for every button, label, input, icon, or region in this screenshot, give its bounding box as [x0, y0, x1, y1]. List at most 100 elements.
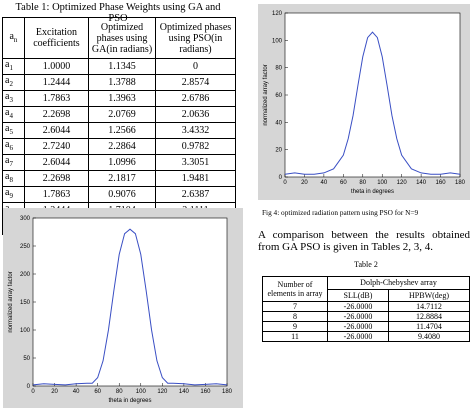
- cell: 1.7863: [23, 90, 90, 107]
- cell: a3: [2, 90, 25, 107]
- subscript: 8: [9, 176, 13, 184]
- cell: 0: [154, 58, 237, 75]
- row: a2 1.2444 1.3788 2.8574: [2, 74, 237, 91]
- x-tick-label: 20: [51, 389, 58, 395]
- x-axis-label: theta in degrees: [351, 189, 394, 195]
- cell: 2.0636: [154, 106, 237, 123]
- line: [284, 31, 461, 175]
- row: a1 1.0000 1.1345 0: [2, 58, 237, 75]
- cell: 12.8884: [388, 311, 470, 322]
- table: an Excitation coefficients Optimized phase…: [2, 17, 237, 235]
- table: Number of elements in array Dolph-Chebysh…: [262, 276, 470, 342]
- x-tick-label: 40: [321, 180, 328, 186]
- x-tick-label: 120: [397, 180, 408, 186]
- header-row: Number of elements in array Dolph-Chebysh…: [262, 276, 470, 302]
- x-tick-label: 100: [377, 180, 388, 186]
- x-tick-label: 140: [179, 389, 190, 395]
- symbol: a: [5, 123, 10, 134]
- cell: 1.3788: [88, 74, 156, 91]
- x-tick-label: 120: [157, 389, 168, 395]
- row: a7 2.6044 1.0996 3.3051: [2, 154, 237, 171]
- paragraph: A comparison between the results obtaine…: [258, 229, 470, 253]
- cell: -26.0000: [327, 331, 389, 342]
- subscript: 6: [9, 144, 13, 152]
- symbol: a: [9, 30, 14, 42]
- cell: -26.0000: [327, 321, 389, 332]
- cell: 1.0996: [88, 154, 156, 171]
- row: 11 -26.0000 9.4080: [262, 331, 470, 342]
- header-cell: Optimized phases using GA(in radians): [88, 17, 156, 59]
- figure: 0 20 40 60 80 100 120 140 160 180 0 50 100 150 200 250 3…: [3, 208, 243, 408]
- y-tick-label: 40: [275, 120, 282, 126]
- cell: a8: [2, 170, 25, 187]
- y-tick-label: 200: [20, 272, 31, 278]
- cell: 11: [262, 331, 328, 342]
- row: 7 -26.0000 14.7112: [262, 301, 470, 312]
- row: a5 2.6044 1.2566 3.4332: [2, 122, 237, 139]
- cell: -26.0000: [327, 301, 389, 312]
- header-row: an Excitation coefficients Optimized phase…: [2, 17, 237, 59]
- cell: 2.7240: [23, 138, 90, 155]
- x-tick-label: 180: [222, 389, 233, 395]
- cell: 14.7112: [388, 301, 470, 312]
- row: a6 2.7240 2.2864 0.9782: [2, 138, 237, 155]
- y-tick-label: 50: [23, 356, 30, 362]
- cell: 2.6044: [23, 122, 90, 139]
- x-tick-label: 20: [301, 180, 308, 186]
- y-tick-label: 0: [279, 175, 283, 181]
- symbol: a: [5, 75, 10, 86]
- cell: 11.4704: [388, 321, 470, 332]
- row: a3 1.7863 1.3963 2.6786: [2, 90, 237, 107]
- y-tick-label: 300: [20, 216, 31, 222]
- y-tick-label: 250: [20, 244, 31, 250]
- x-tick-label: 100: [136, 389, 147, 395]
- plot-area: [32, 217, 228, 387]
- cell: 1.9481: [154, 170, 237, 187]
- header-cell: Optimized phases using PSO(in radians): [154, 17, 237, 59]
- cell: 7: [262, 301, 328, 312]
- cell: 2.6044: [23, 154, 90, 171]
- cell: 2.8574: [154, 74, 237, 91]
- cell: a4: [2, 106, 25, 123]
- x-tick-label: 140: [416, 180, 427, 186]
- cell: 9.4080: [388, 331, 470, 342]
- figure-caption: Fig 4: optimized radiation pattern using…: [262, 208, 419, 217]
- table-caption: Table 2: [354, 260, 378, 269]
- subscript: 3: [9, 96, 13, 104]
- cell: 1.2566: [88, 122, 156, 139]
- cell: 0.9782: [154, 138, 237, 155]
- cell: a7: [2, 154, 25, 171]
- header-cell: an: [2, 17, 25, 59]
- x-tick-label: 160: [436, 180, 447, 186]
- x-tick-label: 0: [31, 389, 35, 395]
- row: a4 2.2698 2.0769 2.0636: [2, 106, 237, 123]
- x-tick-label: 80: [359, 180, 366, 186]
- cell: 1.0000: [23, 58, 90, 75]
- cell: -26.0000: [327, 311, 389, 322]
- cell: 2.2698: [23, 106, 90, 123]
- cell: a2: [2, 74, 25, 91]
- y-tick-label: 20: [275, 148, 282, 154]
- x-tick-label: 0: [283, 180, 287, 186]
- cell: 9: [262, 321, 328, 332]
- y-tick-label: 80: [275, 66, 282, 72]
- row: a8 2.2698 2.1817 1.9481: [2, 170, 237, 187]
- cell: 2.0769: [88, 106, 156, 123]
- cell: 0.9076: [88, 186, 156, 203]
- x-tick-label: 180: [455, 180, 466, 186]
- y-tick-label: 100: [20, 328, 31, 334]
- symbol: a: [5, 155, 10, 166]
- cell: 1.1345: [88, 58, 156, 75]
- symbol: a: [5, 107, 10, 118]
- cell: 2.6387: [154, 186, 237, 203]
- y-tick-label: 60: [275, 93, 282, 99]
- cell: 2.6786: [154, 90, 237, 107]
- cell: a9: [2, 186, 25, 203]
- plot-area: [284, 12, 461, 178]
- y-tick-label: 0: [27, 384, 31, 390]
- subscript: 9: [9, 192, 13, 200]
- cell: a5: [2, 122, 25, 139]
- cell: 1.2444: [23, 74, 90, 91]
- cell: 2.1817: [88, 170, 156, 187]
